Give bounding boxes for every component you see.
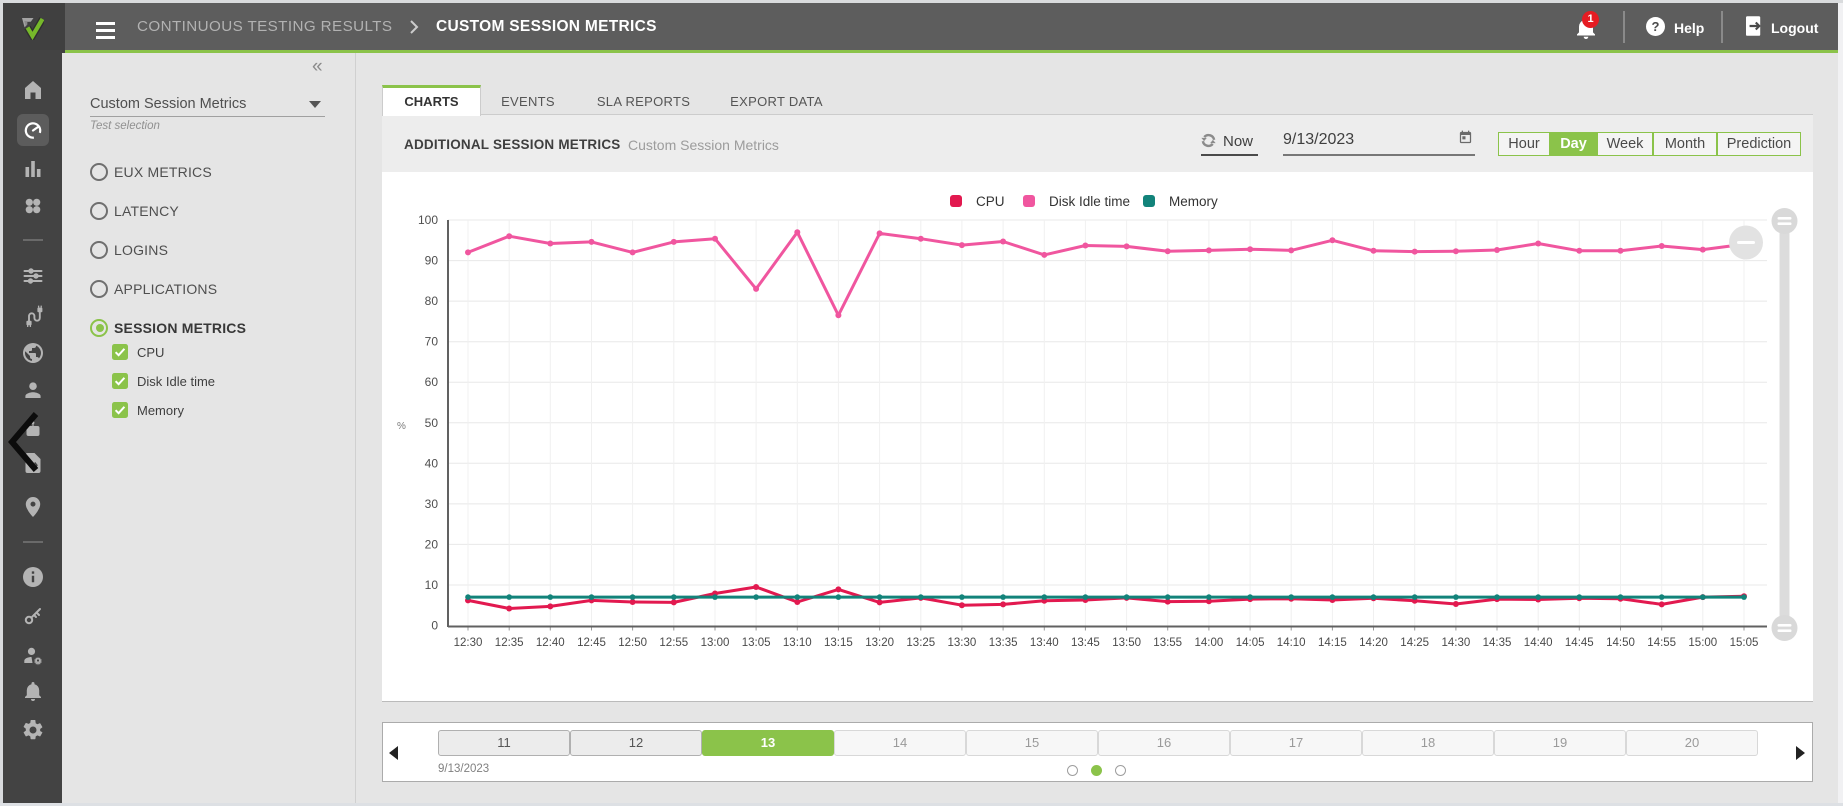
svg-text:80: 80	[425, 294, 439, 308]
svg-text:12:40: 12:40	[536, 637, 565, 649]
svg-text:90: 90	[425, 254, 439, 268]
svg-text:70: 70	[425, 335, 439, 349]
svg-text:12:55: 12:55	[659, 637, 688, 649]
svg-text:13:55: 13:55	[1153, 637, 1182, 649]
svg-text:14:50: 14:50	[1606, 637, 1635, 649]
svg-text:Disk Idle time: Disk Idle time	[1049, 194, 1130, 209]
svg-text:14:05: 14:05	[1236, 637, 1265, 649]
svg-text:14:35: 14:35	[1483, 637, 1512, 649]
svg-text:14:15: 14:15	[1318, 637, 1347, 649]
svg-text:Memory: Memory	[1169, 194, 1218, 209]
svg-text:13:15: 13:15	[824, 637, 853, 649]
svg-text:12:50: 12:50	[618, 637, 647, 649]
svg-text:CPU: CPU	[976, 194, 1005, 209]
svg-text:15:00: 15:00	[1688, 637, 1717, 649]
svg-text:50: 50	[425, 416, 439, 430]
svg-text:13:20: 13:20	[865, 637, 894, 649]
svg-text:14:40: 14:40	[1524, 637, 1553, 649]
svg-text:14:00: 14:00	[1195, 637, 1224, 649]
svg-text:13:25: 13:25	[906, 637, 935, 649]
svg-text:12:45: 12:45	[577, 637, 606, 649]
svg-text:100: 100	[418, 213, 438, 227]
svg-text:14:30: 14:30	[1442, 637, 1471, 649]
svg-text:40: 40	[425, 456, 439, 470]
svg-text:14:25: 14:25	[1400, 637, 1429, 649]
svg-text:12:35: 12:35	[495, 637, 524, 649]
svg-text:13:45: 13:45	[1071, 637, 1100, 649]
svg-text:14:20: 14:20	[1359, 637, 1388, 649]
svg-text:13:50: 13:50	[1112, 637, 1141, 649]
svg-text:14:10: 14:10	[1277, 637, 1306, 649]
svg-text:12:30: 12:30	[454, 637, 483, 649]
svg-text:0: 0	[431, 619, 438, 633]
svg-text:13:30: 13:30	[948, 637, 977, 649]
svg-text:13:40: 13:40	[1030, 637, 1059, 649]
svg-text:15:05: 15:05	[1730, 637, 1759, 649]
svg-text:60: 60	[425, 375, 439, 389]
svg-text:13:35: 13:35	[989, 637, 1018, 649]
svg-text:20: 20	[425, 537, 439, 551]
svg-text:30: 30	[425, 497, 439, 511]
svg-text:14:45: 14:45	[1565, 637, 1594, 649]
svg-text:13:00: 13:00	[701, 637, 730, 649]
svg-text:13:05: 13:05	[742, 637, 771, 649]
svg-text:10: 10	[425, 578, 439, 592]
svg-text:13:10: 13:10	[783, 637, 812, 649]
svg-text:%: %	[397, 421, 406, 432]
svg-text:14:55: 14:55	[1647, 637, 1676, 649]
